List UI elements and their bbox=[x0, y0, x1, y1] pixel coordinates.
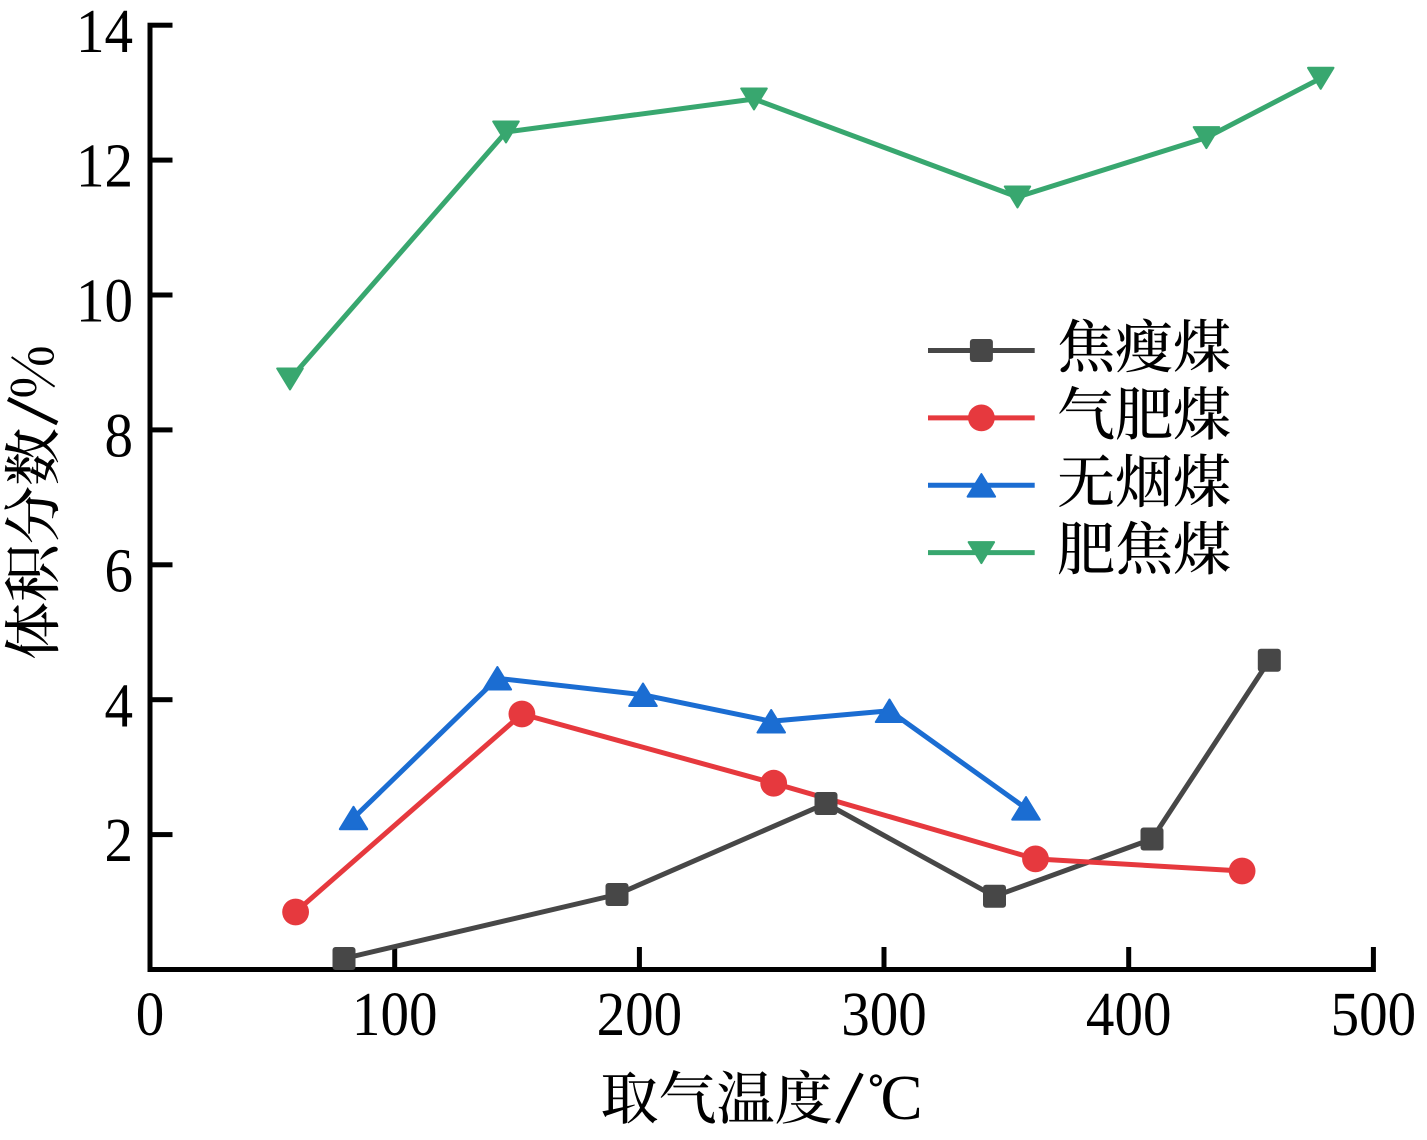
svg-text:100: 100 bbox=[352, 980, 438, 1049]
svg-text:10: 10 bbox=[76, 266, 133, 335]
svg-text:14: 14 bbox=[76, 0, 133, 65]
svg-text:500: 500 bbox=[1331, 980, 1417, 1049]
svg-text:400: 400 bbox=[1086, 980, 1172, 1049]
svg-text:8: 8 bbox=[104, 401, 133, 470]
svg-text:300: 300 bbox=[841, 980, 927, 1049]
svg-text:C: C bbox=[881, 1063, 923, 1133]
svg-text:2: 2 bbox=[104, 806, 133, 875]
svg-text:12: 12 bbox=[76, 132, 133, 201]
svg-text:6: 6 bbox=[104, 536, 133, 605]
svg-text:4: 4 bbox=[104, 671, 133, 740]
svg-text:0: 0 bbox=[136, 980, 165, 1049]
svg-text:200: 200 bbox=[597, 980, 683, 1049]
